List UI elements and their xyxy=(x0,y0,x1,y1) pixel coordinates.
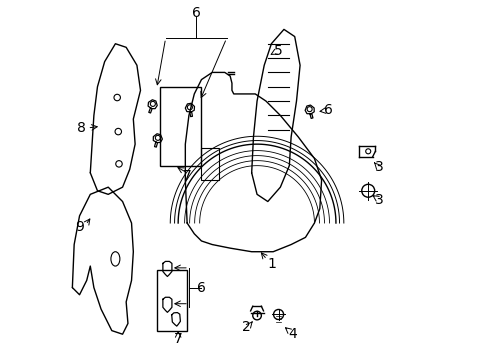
Text: 3: 3 xyxy=(374,161,383,175)
Text: 6: 6 xyxy=(191,6,200,20)
Bar xyxy=(160,87,201,166)
Text: 4: 4 xyxy=(288,327,297,341)
Text: 5: 5 xyxy=(274,44,283,58)
Text: 2: 2 xyxy=(242,320,250,334)
Text: 3: 3 xyxy=(374,193,383,207)
Text: 6: 6 xyxy=(324,103,332,117)
Text: 7: 7 xyxy=(183,170,191,183)
Text: 8: 8 xyxy=(77,121,85,135)
Text: 9: 9 xyxy=(75,220,84,234)
Bar xyxy=(201,148,219,180)
Text: 1: 1 xyxy=(266,257,275,271)
Bar xyxy=(156,270,187,330)
Text: 6: 6 xyxy=(197,280,205,294)
Text: 7: 7 xyxy=(173,332,182,346)
